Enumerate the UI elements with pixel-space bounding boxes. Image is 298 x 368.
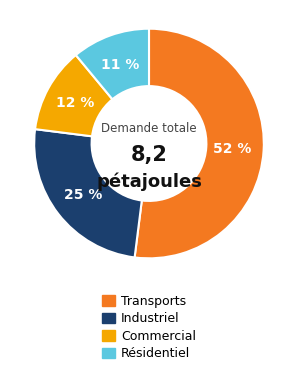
Text: pétajoules: pétajoules: [96, 172, 202, 191]
Text: 52 %: 52 %: [213, 142, 252, 156]
Text: Demande totale: Demande totale: [101, 122, 197, 135]
Text: 12 %: 12 %: [56, 96, 95, 110]
Wedge shape: [76, 29, 149, 99]
Wedge shape: [135, 29, 264, 258]
Text: 11 %: 11 %: [101, 58, 140, 72]
Text: 25 %: 25 %: [63, 188, 102, 202]
Legend: Transports, Industriel, Commercial, Résidentiel: Transports, Industriel, Commercial, Rési…: [98, 291, 200, 364]
Text: 8,2: 8,2: [131, 145, 167, 165]
Wedge shape: [34, 129, 142, 258]
Wedge shape: [35, 55, 112, 136]
